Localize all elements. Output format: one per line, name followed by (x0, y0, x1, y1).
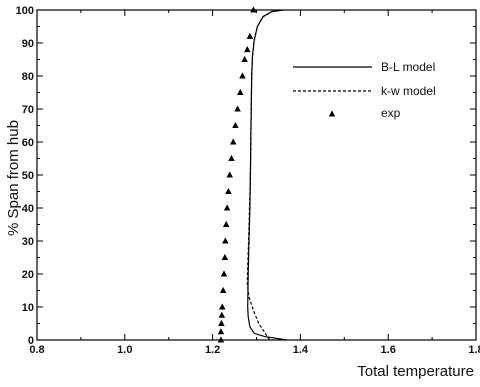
exp-data-point (222, 220, 230, 228)
exp-data-point (228, 154, 235, 162)
exp-data-point (244, 46, 251, 53)
legend-entry-b-l-model: B-L model (293, 60, 435, 74)
y-axis-label: % Span from hub (5, 120, 22, 236)
legend-entry-k-w-model: k-w model (293, 84, 436, 98)
x-tick-label: 1.4 (293, 344, 309, 356)
y-tick-label: 20 (22, 269, 34, 281)
legend-label: exp (381, 106, 401, 120)
x-tick-label: 1.0 (117, 344, 132, 356)
exp-data-point (218, 311, 226, 318)
b-l-model-line (247, 9, 288, 341)
exp-data-point (218, 319, 225, 327)
exp-data-point (234, 105, 241, 112)
y-tick-label: 100 (16, 5, 34, 17)
exp-data-point (220, 270, 228, 277)
exp-data-point (219, 303, 226, 310)
exp-data-point (241, 55, 248, 63)
exp-data-point (229, 138, 237, 145)
exp-data-point (221, 253, 229, 261)
y-tick-label: 80 (22, 71, 34, 83)
y-tick-label: 10 (22, 302, 34, 314)
exp-data-point (217, 336, 225, 343)
exp-data-point (250, 6, 257, 13)
legend-label: k-w model (381, 84, 436, 98)
x-axis-label: Total temperature (357, 363, 474, 380)
exp-data-point (219, 286, 227, 294)
legend-label: B-L model (381, 60, 435, 74)
exp-data-point (232, 121, 239, 129)
y-tick-label: 40 (22, 203, 34, 215)
exp-data-point (239, 72, 246, 79)
y-tick-label: 70 (22, 104, 34, 116)
x-tick-label: 1.2 (205, 344, 220, 356)
exp-data-point (237, 88, 244, 96)
exp-data-point (222, 237, 229, 244)
x-tick-label: 0.8 (29, 344, 44, 356)
y-tick-label: 30 (22, 236, 34, 248)
legend: B-L model k-w model exp (293, 60, 436, 120)
y-tick-label: 50 (22, 170, 34, 182)
legend-entry-exp: exp (328, 106, 401, 120)
y-tick-label: 0 (28, 335, 34, 347)
axes: 0.8 1.0 1.2 1.4 1.6 1.8 0 10 20 30 40 50 60 70 80 90 100 (16, 5, 480, 356)
y-tick-label: 90 (22, 38, 34, 50)
x-tick-label: 1.6 (381, 344, 396, 356)
k-w-model-line (246, 9, 283, 341)
exp-data-point (223, 204, 231, 211)
x-tick-label: 1.8 (468, 344, 480, 356)
exp-data-point (226, 171, 233, 178)
exp-data-point (246, 32, 254, 39)
series-layer (217, 6, 288, 343)
y-tick-label: 60 (22, 137, 34, 149)
exp-data-point (225, 187, 232, 195)
exp-data-point (217, 328, 225, 335)
legend-marker-triangle (328, 110, 336, 117)
